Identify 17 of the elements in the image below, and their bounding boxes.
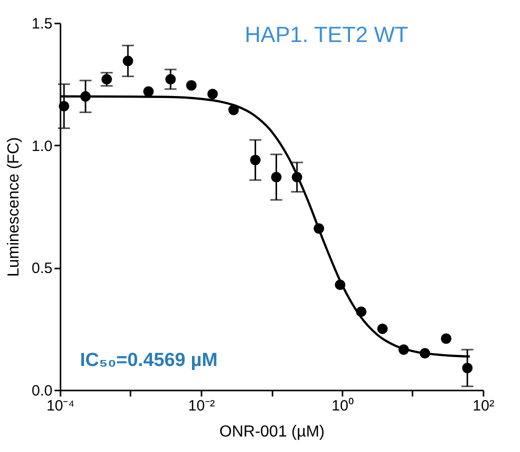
x-axis-title: ONR-001 (µM) (219, 424, 325, 440)
annotation: IC₅₀=0.4569 µM (80, 350, 218, 371)
y-tick-label: 0.5 (32, 260, 52, 278)
point (440, 333, 452, 344)
point (143, 86, 154, 97)
x-tick-label: 10⁻⁴ (46, 398, 75, 414)
point (377, 324, 388, 334)
y-tick-label: 0.0 (32, 382, 52, 400)
point (186, 80, 197, 91)
point (207, 88, 218, 100)
y-axis-title: Luminescence (FC) (6, 137, 23, 277)
y-tick-label: 1.0 (32, 138, 52, 155)
x-tick-label: 10² (472, 398, 494, 414)
y-tick-label: 1.5 (32, 16, 52, 32)
x-tick-label: 10⁻² (188, 398, 215, 414)
chart-title: HAP1. TET2 WT (244, 22, 408, 47)
x-tick-label: 10⁰ (332, 398, 354, 414)
